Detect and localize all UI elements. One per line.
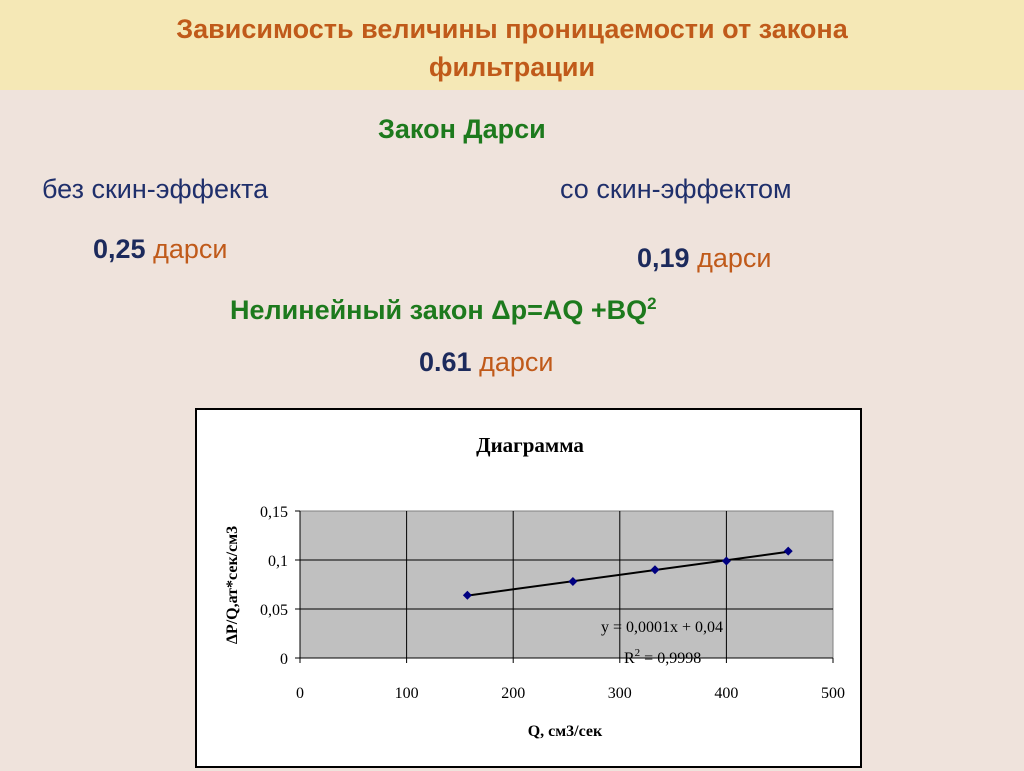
without-skin-unit: дарси: [153, 234, 228, 264]
plot-area: [299, 510, 834, 659]
with-skin-unit: дарси: [697, 243, 772, 273]
with-skin-result: 0,19 дарси: [637, 242, 771, 274]
y-tick-label: 0: [280, 651, 288, 668]
x-tick-label: 100: [395, 685, 419, 702]
nonlinear-result: 0.61 дарси: [419, 346, 553, 378]
y-axis-label: ΔP/Q,ат*сек/см3: [224, 526, 241, 644]
chart-title: Диаграмма: [476, 433, 584, 457]
without-skin-value: 0,25: [93, 234, 146, 264]
x-axis-ticks: 0 100 200 300 400 500: [296, 657, 845, 702]
data-point: [650, 565, 660, 575]
nonlinear-law: Нелинейный закон Δp=AQ +BQ2: [230, 288, 657, 326]
with-skin-label: со скин-эффектом: [560, 174, 792, 204]
nonlinear-unit: дарси: [479, 347, 554, 377]
title-banner: [0, 0, 1024, 90]
x-tick-label: 500: [821, 685, 845, 702]
y-axis-ticks: 0 0,05 0,1 0,15: [260, 504, 301, 668]
nonlinear-exponent: 2: [647, 294, 657, 313]
data-point: [783, 546, 793, 556]
data-point: [568, 577, 578, 587]
y-tick-label: 0,05: [260, 602, 288, 619]
slide-title-line2: фильтрации: [428, 52, 596, 82]
slide-title: Зависимость величины проницаемости от за…: [0, 10, 1024, 86]
data-points: [462, 546, 793, 600]
x-tick-label: 300: [608, 685, 632, 702]
slide-title-line1: Зависимость величины проницаемости от за…: [176, 14, 848, 44]
x-tick-label: 0: [296, 685, 304, 702]
without-skin-result: 0,25 дарси: [93, 233, 227, 265]
darcy-heading: Закон Дарси: [378, 114, 546, 144]
y-tick-label: 0,1: [268, 553, 288, 570]
data-point: [462, 590, 472, 600]
trendline: [467, 550, 789, 597]
chart: Диаграмма 00,050,10,15 0 100 200 300 400 500 …: [224, 433, 845, 740]
x-tick-label: 200: [501, 685, 525, 702]
y-tick-label: 0,15: [260, 504, 288, 521]
nonlinear-label: Нелинейный закон: [230, 295, 484, 325]
data-point: [721, 556, 731, 566]
nonlinear-value: 0.61: [419, 347, 472, 377]
trend-equation: y = 0,0001x + 0,04: [601, 619, 723, 636]
gridlines: [300, 511, 833, 658]
r-squared-label: R: [624, 650, 635, 667]
r-squared-value: = 0,9998: [640, 650, 701, 667]
nonlinear-formula: Δp=AQ +BQ: [491, 295, 648, 325]
trendline-group: [467, 550, 789, 597]
x-tick-label: 400: [714, 685, 738, 702]
r-squared: R2 = 0,9998: [624, 647, 701, 667]
r-squared-exp: 2: [635, 647, 641, 659]
x-axis-label: Q, см3/сек: [528, 723, 603, 740]
with-skin-value: 0,19: [637, 243, 690, 273]
chart-frame: Диаграмма 0 0,05 0,1 0,15 0 100 200 300 400 500 …: [195, 408, 862, 768]
without-skin-label: без скин-эффекта: [42, 174, 269, 204]
